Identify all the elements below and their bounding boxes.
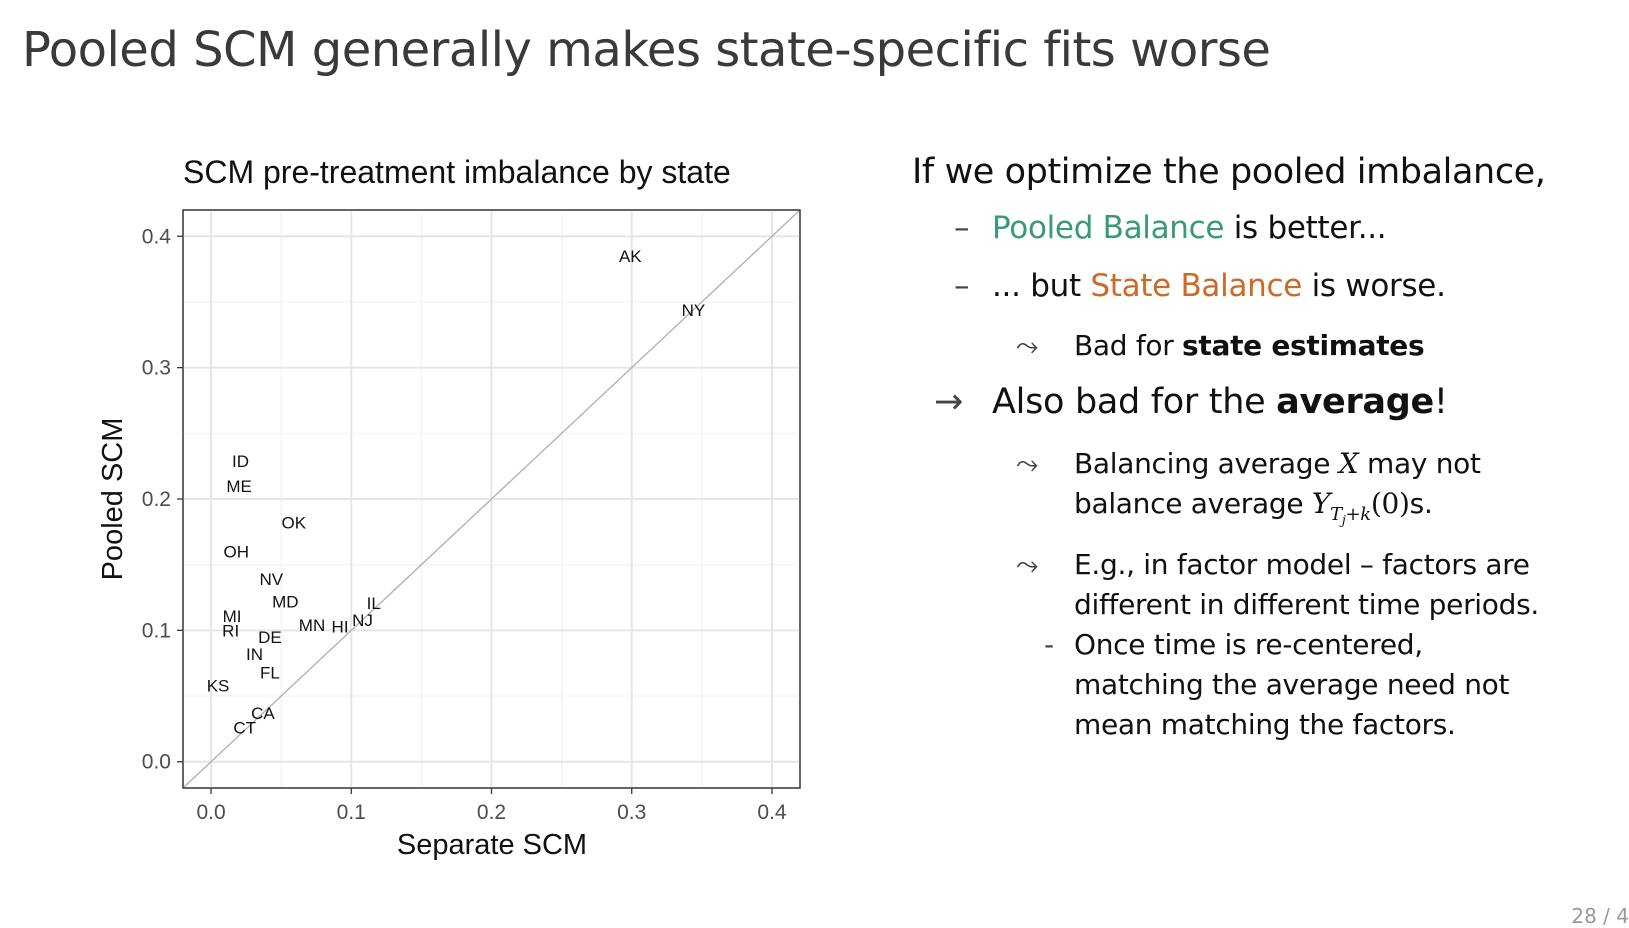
bullet-line: Once time is re-centered, (1074, 628, 1423, 662)
pooled-balance-highlight: Pooled Balance (992, 210, 1225, 246)
bullet-text: is worse. (1302, 268, 1446, 304)
squiggle-arrow-icon: ⤳ (1016, 329, 1039, 362)
bullet-text: s. (1409, 487, 1433, 520)
bullet-pooled-balance: – Pooled Balance is better... (912, 210, 1612, 246)
bullet-text: is better... (1224, 210, 1387, 246)
bullet-text: ! (1433, 382, 1448, 422)
point-label-ok: OK (281, 514, 306, 533)
bullet-balancing-average: ⤳ Balancing average X may not balance av… (912, 444, 1612, 541)
chart-title: SCM pre-treatment imbalance by state (183, 154, 731, 190)
point-label-me: ME (226, 477, 252, 496)
bullet-text: ... but (992, 268, 1091, 304)
dash-marker: – (954, 268, 970, 304)
point-label-hi: HI (332, 617, 349, 636)
bullet-text: balance average (1074, 487, 1312, 520)
x-tick-label: 0.3 (617, 801, 646, 824)
point-label-ri: RI (222, 621, 239, 640)
math-argument: (0) (1370, 487, 1410, 520)
point-label-nv: NV (260, 570, 284, 589)
bullet-list: If we optimize the pooled imbalance, – P… (912, 152, 1612, 745)
math-subscript: T (1330, 503, 1342, 525)
squiggle-arrow-icon: ⤳ (1016, 447, 1039, 480)
bullet-line: matching the average need not (1074, 668, 1510, 702)
point-label-nj: NJ (352, 611, 373, 630)
point-label-il: IL (367, 594, 381, 613)
point-label-fl: FL (260, 663, 280, 682)
point-label-mn: MN (299, 616, 325, 635)
point-label-ca: CA (251, 704, 275, 723)
point-label-md: MD (272, 592, 298, 611)
bullet-state-balance: – ... but State Balance is worse. (912, 268, 1612, 304)
scatter-chart: SCM pre-treatment imbalance by state 0.0… (97, 154, 801, 861)
point-label-ak: AK (619, 247, 642, 266)
bullet-line: mean matching the factors. (1074, 708, 1456, 742)
bullet-line: different in different time periods. (1074, 588, 1539, 622)
y-tick-label: 0.3 (142, 357, 171, 380)
x-tick-label: 0.4 (757, 801, 787, 824)
bullet-line: balance average YTj+k(0)s. (1074, 484, 1612, 541)
math-y: Y (1311, 487, 1331, 520)
point-label-ct: CT (233, 719, 256, 738)
y-tick-label: 0.2 (142, 488, 171, 511)
bullet-recentered: - Once time is re-centered, matching the… (912, 625, 1612, 745)
y-tick-label: 0.1 (142, 619, 171, 642)
x-tick-label: 0.0 (196, 801, 225, 824)
bullet-lead: If we optimize the pooled imbalance, (912, 152, 1546, 192)
x-tick-label: 0.1 (337, 801, 366, 824)
page-number: 28 / 4 (1571, 904, 1629, 928)
bullet-text: Balancing average (1074, 447, 1339, 480)
point-label-id: ID (232, 452, 249, 471)
slide-title: Pooled SCM generally makes state-specifi… (22, 22, 1271, 78)
bullet-factor-model: ⤳ E.g., in factor model – factors are di… (912, 545, 1612, 625)
bullet-text: Bad for (1074, 329, 1183, 362)
bullet-state-estimates: ⤳ Bad for state estimates (912, 326, 1612, 366)
point-label-in: IN (246, 645, 263, 664)
reference-line (182, 209, 801, 789)
point-label-oh: OH (224, 543, 250, 562)
point-label-ks: KS (207, 677, 230, 696)
y-tick-label: 0.0 (142, 751, 171, 774)
y-tick-label: 0.4 (142, 225, 172, 248)
bullet-text: may not (1358, 447, 1481, 480)
math-subsubscript: j (1341, 513, 1346, 529)
bullet-bold: state estimates (1182, 329, 1425, 362)
x-axis-title: Separate SCM (397, 829, 587, 861)
point-label-ny: NY (682, 301, 706, 320)
right-arrow-icon: → (934, 382, 964, 422)
dash-marker: – (954, 210, 970, 246)
x-tick-label: 0.2 (477, 801, 506, 824)
bullet-text: Also bad for the (992, 382, 1277, 422)
small-dash-marker: - (1044, 628, 1054, 662)
axis-ticks: 0.0 0.1 0.2 0.3 0.4 0.0 0.1 0.2 0.3 0.4 (142, 225, 787, 824)
squiggle-arrow-icon: ⤳ (1016, 548, 1039, 582)
bullet-line: Balancing average X may not (1074, 444, 1612, 484)
point-label-mi: MI (223, 607, 242, 626)
y-axis-title: Pooled SCM (97, 418, 129, 581)
bullet-bold: average (1276, 382, 1434, 422)
bullet-line: E.g., in factor model – factors are (1074, 548, 1530, 582)
bullet-average: → Also bad for the average! (912, 382, 1612, 422)
state-balance-highlight: State Balance (1090, 268, 1303, 304)
math-subscript-rest: +k (1345, 503, 1372, 525)
math-x: X (1338, 447, 1359, 480)
point-label-de: DE (258, 628, 282, 647)
